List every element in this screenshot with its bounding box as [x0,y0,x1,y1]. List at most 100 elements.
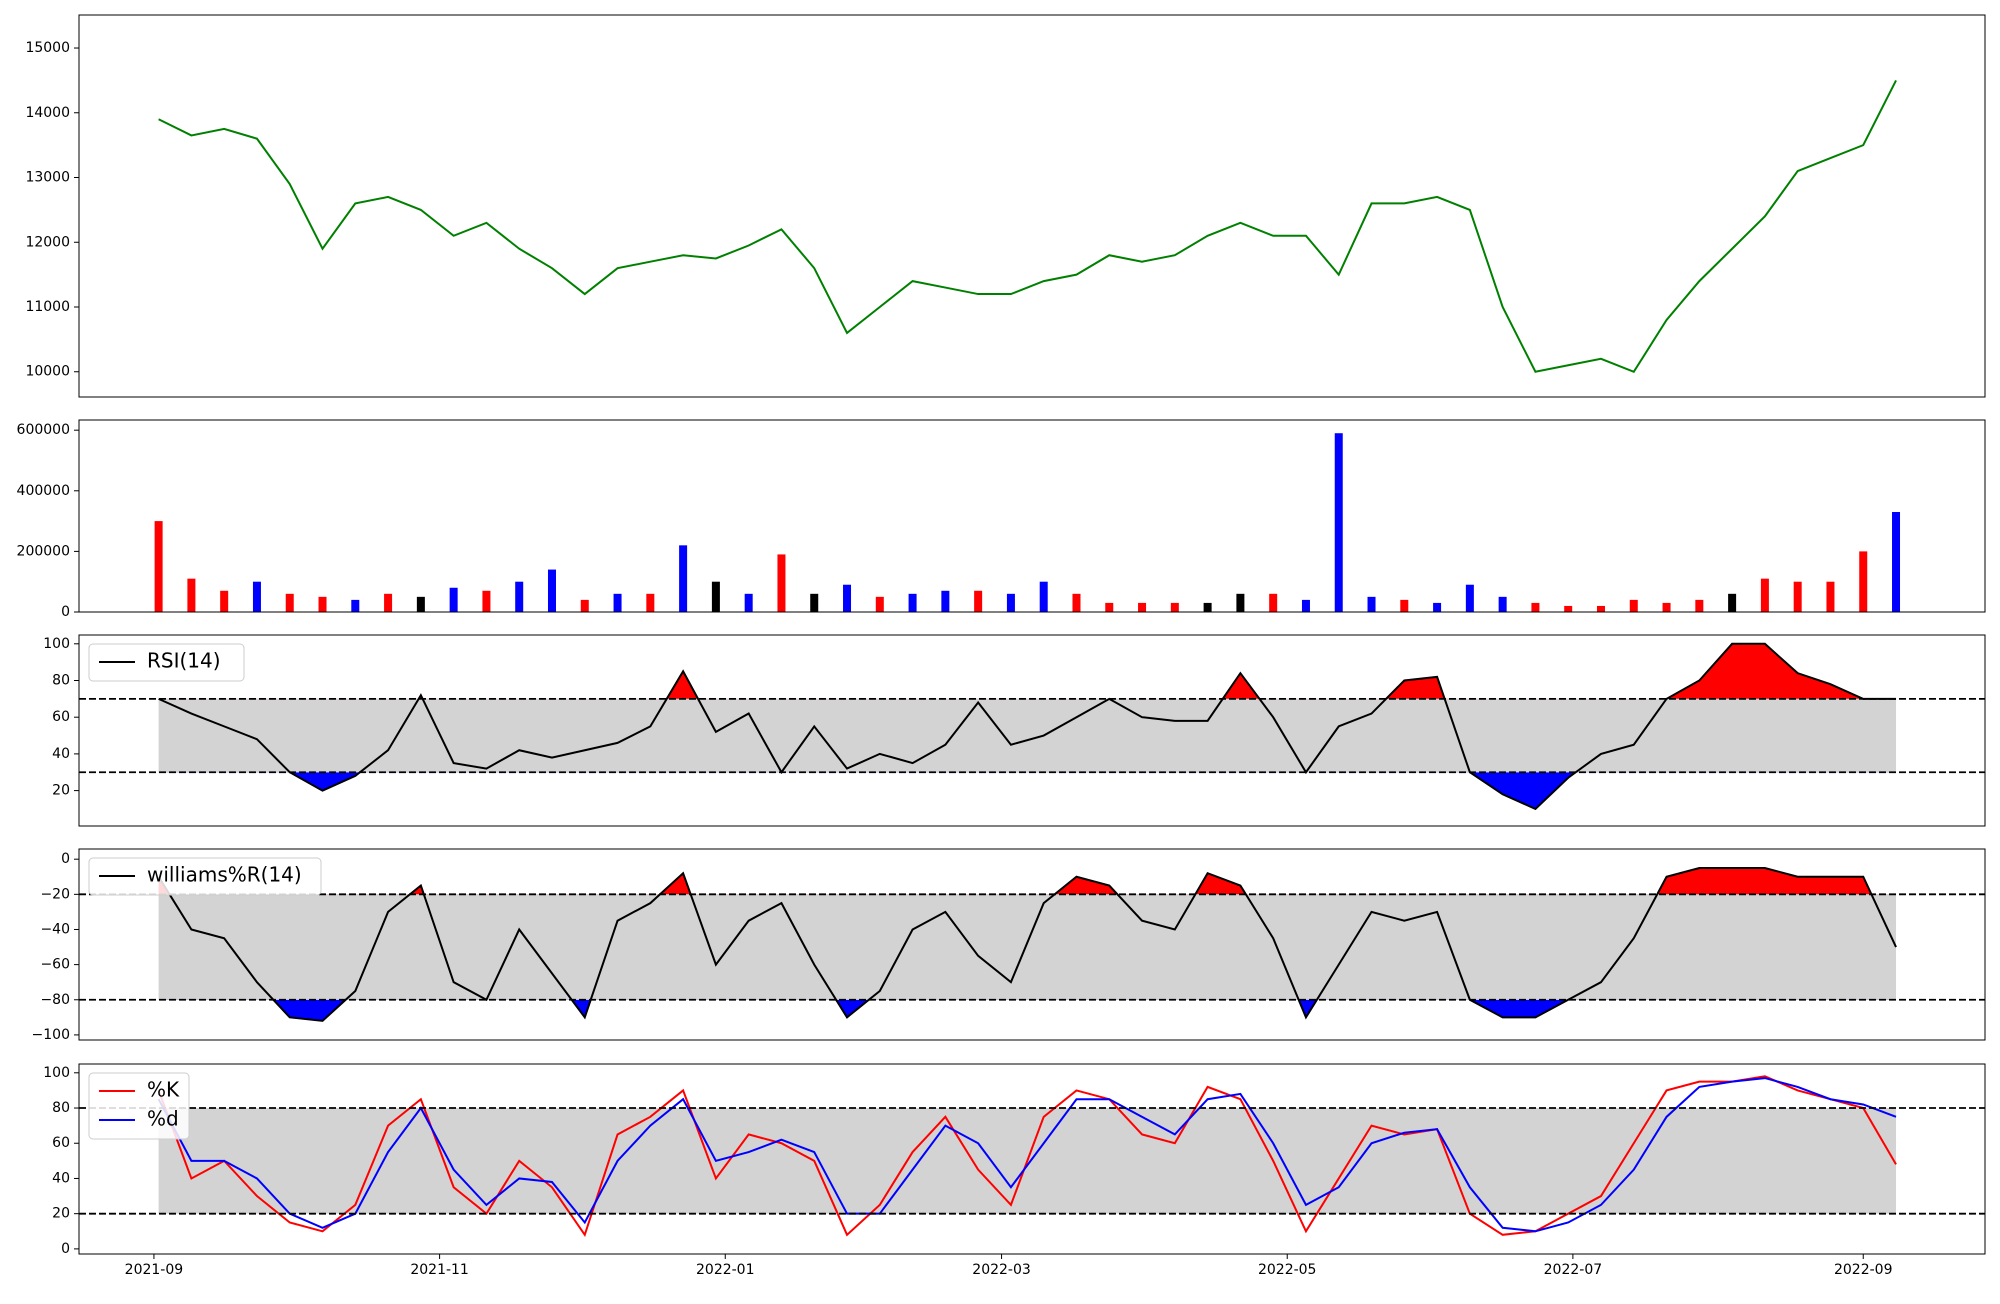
volume-bar [908,593,917,612]
volume-bar [547,569,556,612]
volume-bar [1760,578,1769,612]
y-tick-label: 12000 [25,234,70,250]
volume-bar [187,578,196,612]
y-tick-label: 40 [52,746,70,762]
volume-bar [154,521,163,612]
axes-frame [78,14,1986,398]
volume-bar [1039,581,1048,612]
legend-box [88,857,322,896]
volume-bar [1892,512,1901,612]
volume-bar [384,593,393,612]
volume-bar [941,590,950,612]
y-tick-label: −80 [40,992,70,1008]
volume-bar [482,590,491,612]
y-tick-label: 20 [52,783,70,799]
volume-bar [843,584,852,612]
volume-bar [580,599,589,612]
volume-bar [744,593,753,612]
volume-bar [1433,602,1442,612]
legend-text: %K [147,1078,180,1102]
volume-bar [318,596,327,612]
below-fill [158,999,1897,1021]
volume-bar [351,599,360,612]
y-tick-label: 0 [61,851,70,867]
volume-bar [1301,599,1310,612]
volume-bar [875,596,884,612]
y-tick-label: 0 [61,604,70,620]
y-tick-label: 40 [52,1170,70,1186]
plot-area [157,866,1897,1022]
axes-frame [78,848,1986,1041]
volume-bar [1826,581,1835,612]
y-tick-label: 60 [52,709,70,725]
y-tick-label: 600000 [17,422,70,438]
plot-area [158,642,1897,811]
threshold-band [158,894,1897,1000]
volume-bar [1465,584,1474,612]
panel: 0 20 40 60 80 100 2021-09 2021-11 2022-01 2022-03… [43,1063,1986,1278]
x-tick-label: 2022-09 [1834,1262,1893,1278]
line [157,1077,1897,1233]
threshold-band [158,698,1897,773]
volume-bar [1170,602,1179,612]
plot-area [157,1075,1897,1238]
y-tick-label: 15000 [25,40,70,56]
volume-bar [1498,596,1507,612]
x-tick-label: 2021-09 [125,1262,184,1278]
volume-bar [1367,596,1376,612]
y-tick-label: −40 [40,921,70,937]
legend-text: williams%R(14) [147,863,302,887]
above-fill [418,643,1864,699]
axes-frame [78,634,1986,827]
y-tick-label: 0 [61,1241,70,1257]
volume-bar [1006,593,1015,612]
legend-text: RSI(14) [147,649,221,673]
line [158,79,1897,373]
axes-frame [78,1063,1986,1255]
volume-bar [646,593,655,612]
volume-bar [220,590,229,612]
volume-bar [1138,602,1147,612]
plot-area [158,79,1897,373]
y-tick-label: 100 [43,636,70,652]
x-tick-label: 2022-03 [972,1262,1031,1278]
below-fill [158,772,1897,809]
volume-bar [449,587,458,612]
volume-bar [679,545,688,612]
volume-bar [1793,581,1802,612]
x-tick-label: 2022-05 [1258,1262,1317,1278]
legend-box [88,1072,190,1140]
y-tick-label: 60 [52,1135,70,1151]
volume-bar [1334,433,1343,612]
panel: −100 −80 −60 −40 −20 0 williams%R(14) [32,848,1986,1043]
plot-area [154,433,1901,612]
volume-bar [1236,593,1245,612]
y-tick-label: −100 [32,1027,70,1043]
y-tick-label: 11000 [25,299,70,315]
volume-bar [1728,593,1737,612]
y-tick-label: 400000 [17,483,70,499]
y-tick-label: 200000 [17,543,70,559]
volume-bar [252,581,261,612]
y-tick-label: 20 [52,1206,70,1222]
y-tick-label: 13000 [25,170,70,186]
volume-bar [1105,602,1114,612]
y-tick-label: 80 [52,1100,70,1116]
line [157,866,1897,1022]
volume-bar [1695,599,1704,612]
y-tick-label: 10000 [25,364,70,380]
y-tick-label: −20 [40,886,70,902]
y-tick-label: 100 [43,1065,70,1081]
y-tick-label: 14000 [25,105,70,121]
volume-bar [515,581,524,612]
x-tick-label: 2022-01 [696,1262,755,1278]
panel: 20 40 60 80 100 RSI(14) [43,634,1986,827]
volume-bar [711,581,720,612]
above-fill [158,867,1897,895]
axes-frame [78,419,1986,613]
legend-box [88,643,245,682]
panel: 10000 11000 12000 13000 14000 15000 [25,14,1986,398]
volume-bar [1596,605,1605,612]
